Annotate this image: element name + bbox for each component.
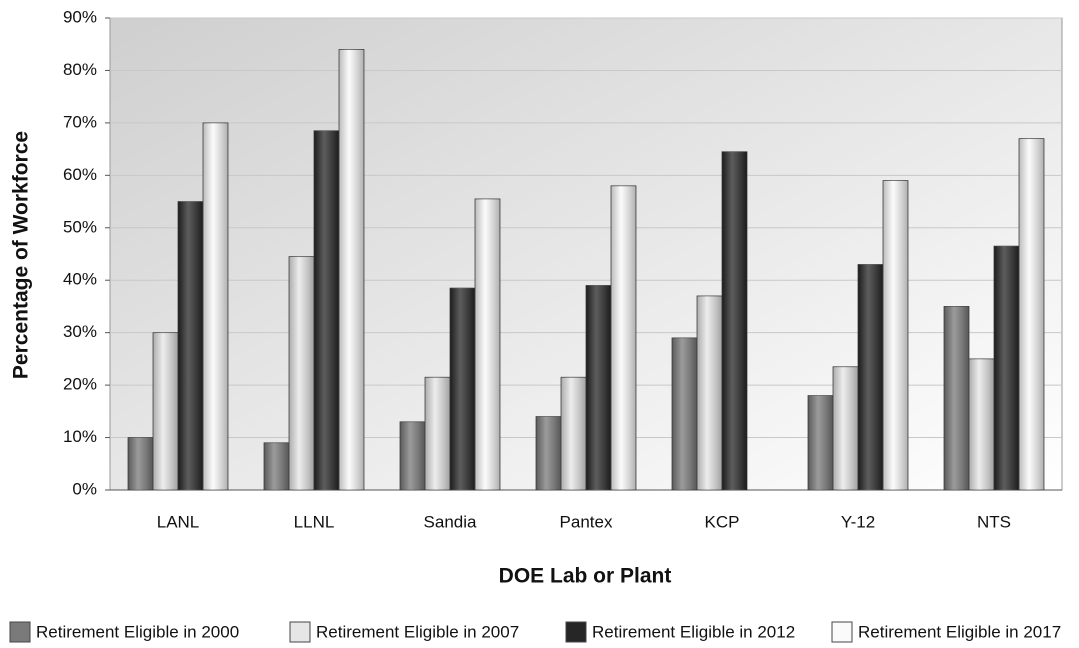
- bar: [177, 201, 204, 491]
- bar: [474, 198, 501, 491]
- x-tick-label: LANL: [157, 512, 200, 531]
- bar: [535, 416, 562, 491]
- x-tick-label: Sandia: [424, 512, 477, 531]
- y-axis-title: Percentage of Workforce: [10, 131, 33, 379]
- bar: [313, 130, 340, 491]
- y-tick-label: 40%: [63, 270, 97, 289]
- y-tick-label: 60%: [63, 165, 97, 184]
- legend-swatch: [289, 621, 311, 643]
- bar: [807, 395, 834, 491]
- y-tick-label: 10%: [63, 427, 97, 446]
- bar: [721, 151, 748, 491]
- y-tick-label: 80%: [63, 60, 97, 79]
- y-tick-label: 90%: [63, 7, 97, 26]
- bar: [288, 256, 315, 491]
- legend-swatch: [9, 621, 31, 643]
- bar: [202, 122, 229, 491]
- y-tick-label: 70%: [63, 112, 97, 131]
- x-tick-label: KCP: [705, 512, 740, 531]
- legend-label: Retirement Eligible in 2012: [592, 622, 795, 641]
- bar: [1018, 138, 1045, 491]
- bar: [832, 366, 859, 491]
- bar: [424, 376, 451, 491]
- y-tick-label: 50%: [63, 217, 97, 236]
- x-tick-label: LLNL: [294, 512, 335, 531]
- bar: [968, 358, 995, 491]
- bar: [857, 264, 884, 491]
- bar: [610, 185, 637, 491]
- bar: [882, 180, 909, 491]
- x-axis-title: DOE Lab or Plant: [499, 565, 672, 588]
- bar: [696, 295, 723, 491]
- bar: [127, 437, 154, 491]
- bar: [152, 332, 179, 491]
- legend-label: Retirement Eligible in 2017: [858, 622, 1061, 641]
- x-tick-label: NTS: [977, 512, 1011, 531]
- bar: [993, 245, 1020, 491]
- y-tick-label: 0%: [72, 479, 97, 498]
- y-tick-label: 20%: [63, 375, 97, 394]
- bar: [943, 306, 970, 491]
- x-tick-label: Pantex: [560, 512, 613, 531]
- legend-label: Retirement Eligible in 2007: [316, 622, 519, 641]
- bar: [263, 442, 290, 491]
- bar: [671, 337, 698, 491]
- bar: [449, 287, 476, 491]
- bar: [399, 421, 426, 491]
- x-tick-label: Y-12: [841, 512, 875, 531]
- y-tick-label: 30%: [63, 322, 97, 341]
- bar: [560, 376, 587, 491]
- bar: [338, 49, 365, 491]
- bar: [585, 285, 612, 491]
- legend-label: Retirement Eligible in 2000: [36, 622, 239, 641]
- legend-swatch: [831, 621, 853, 643]
- legend-swatch: [565, 621, 587, 643]
